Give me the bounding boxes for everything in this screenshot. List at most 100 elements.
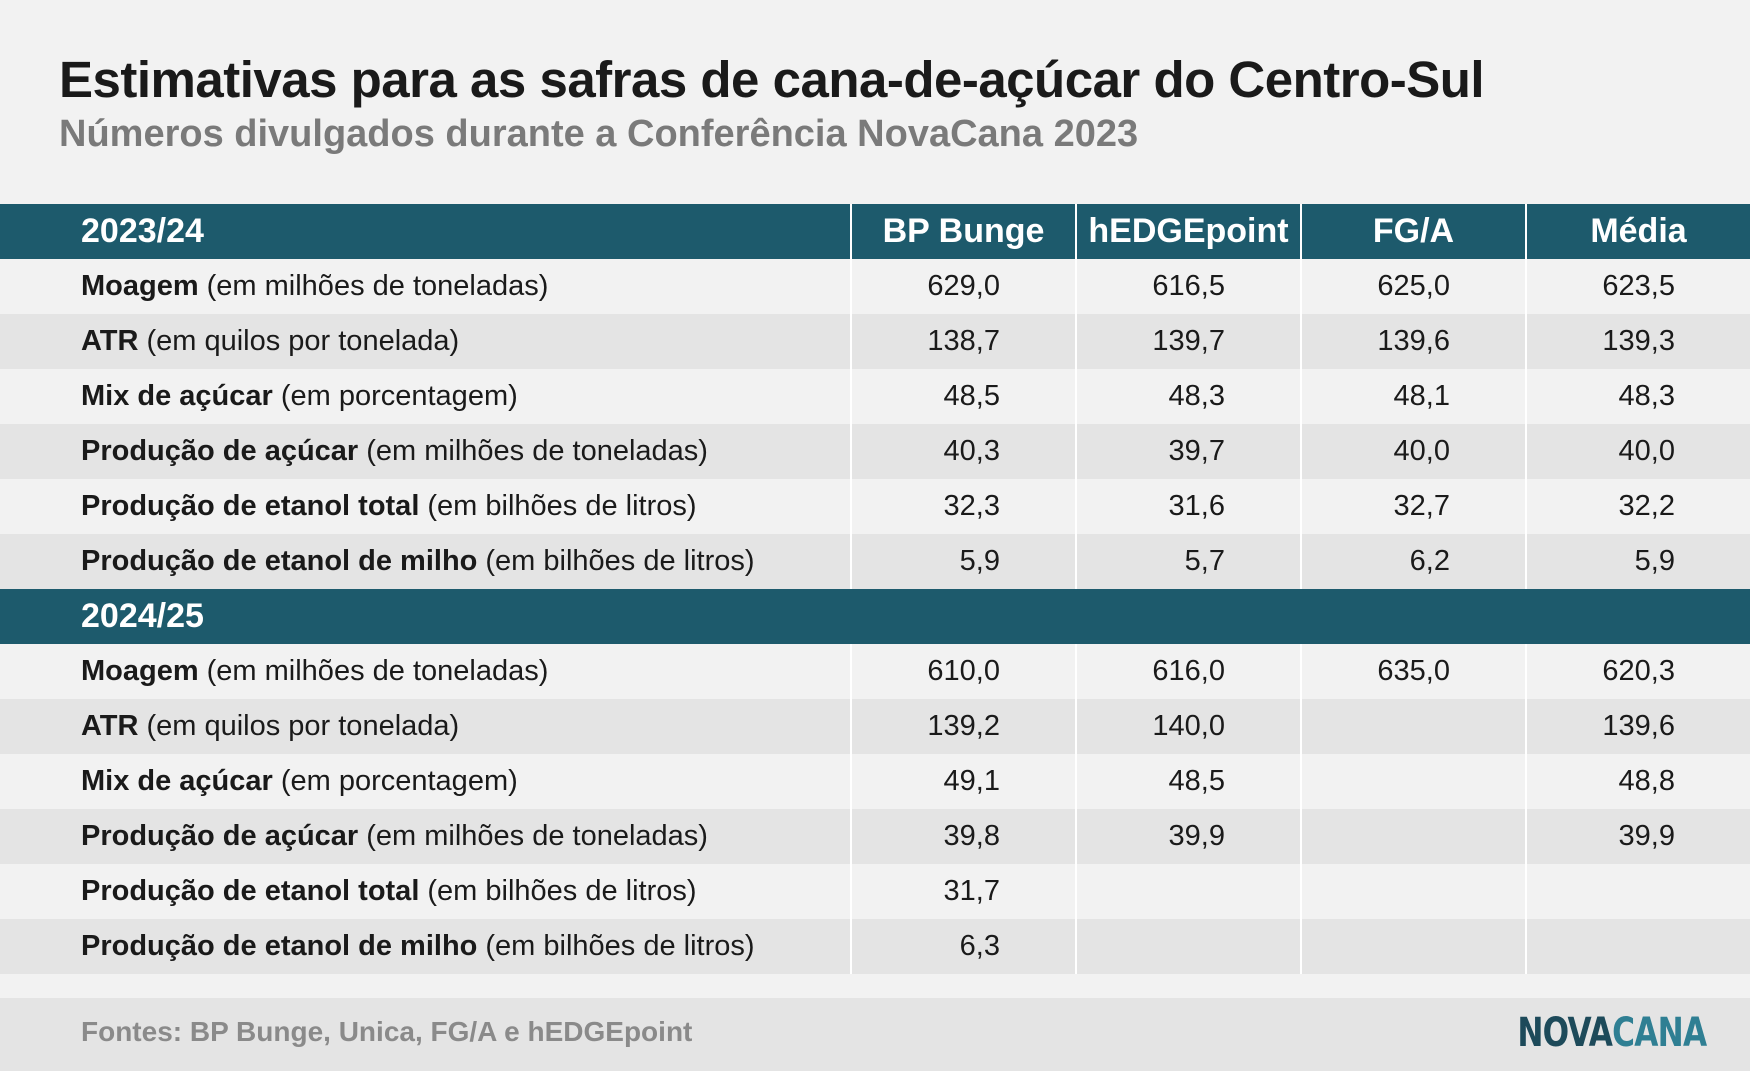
metric-name: Produção de etanol de milho <box>81 545 478 577</box>
table-row: Produção de etanol total (em bilhões de l… <box>0 479 1750 534</box>
value-cell: 39,9 <box>1525 809 1750 864</box>
value-cell: 48,5 <box>850 369 1075 424</box>
value-cell: 31,6 <box>1075 479 1300 534</box>
value-cell: 32,3 <box>850 479 1075 534</box>
table-row: Produção de etanol total (em bilhões de l… <box>0 864 1750 919</box>
value-cell: 5,9 <box>850 534 1075 589</box>
column-header <box>1300 589 1525 644</box>
section-header-row: 2023/24 BP Bunge hEDGEpoint FG/A Média <box>0 204 1750 259</box>
metric-unit: (em porcentagem) <box>280 380 518 412</box>
estimates-table: 2023/24 BP Bunge hEDGEpoint FG/A Média Moagem… <box>0 204 1750 974</box>
value-cell: 139,2 <box>850 699 1075 754</box>
metric-unit: (em porcentagem) <box>280 765 518 797</box>
season-label: 2023/24 <box>81 212 204 250</box>
table-row: Produção de açúcar (em milhões de tonelad… <box>0 424 1750 479</box>
value-cell <box>1525 864 1750 919</box>
value-cell: 139,7 <box>1075 314 1300 369</box>
metric-unit: (em quilos por tonelada) <box>146 325 460 357</box>
row-label: Produção de açúcar (em milhões de tonelad… <box>0 809 850 864</box>
metric-name: Produção de açúcar <box>81 820 359 852</box>
value-cell: 138,7 <box>850 314 1075 369</box>
value-cell: 40,3 <box>850 424 1075 479</box>
metric-unit: (em bilhões de litros) <box>427 875 697 907</box>
value-cell: 39,7 <box>1075 424 1300 479</box>
value-cell <box>1075 864 1300 919</box>
value-cell: 39,9 <box>1075 809 1300 864</box>
value-cell: 139,3 <box>1525 314 1750 369</box>
column-header <box>1525 589 1750 644</box>
table-row: Moagem (em milhões de toneladas) 629,0 616,… <box>0 259 1750 314</box>
metric-unit: (em bilhões de litros) <box>485 545 755 577</box>
metric-name: Produção de etanol total <box>81 490 420 522</box>
row-label: Produção de etanol de milho (em bilhões d… <box>0 919 850 974</box>
novacana-logo: NOVACANA <box>1516 1010 1707 1056</box>
row-label: ATR (em quilos por tonelada) <box>0 314 850 369</box>
value-cell: 625,0 <box>1300 259 1525 314</box>
value-cell: 635,0 <box>1300 644 1525 699</box>
row-label: Produção de etanol total (em bilhões de l… <box>0 479 850 534</box>
column-header <box>850 589 1075 644</box>
column-header: BP Bunge <box>850 204 1075 259</box>
value-cell: 616,0 <box>1075 644 1300 699</box>
metric-unit: (em bilhões de litros) <box>427 490 697 522</box>
row-label: Moagem (em milhões de toneladas) <box>0 644 850 699</box>
value-cell: 139,6 <box>1300 314 1525 369</box>
value-cell: 140,0 <box>1075 699 1300 754</box>
metric-name: ATR <box>81 325 139 357</box>
row-label: Produção de açúcar (em milhões de tonelad… <box>0 424 850 479</box>
table-row: Produção de açúcar (em milhões de tonelad… <box>0 809 1750 864</box>
value-cell: 49,1 <box>850 754 1075 809</box>
value-cell <box>1300 699 1525 754</box>
value-cell: 48,3 <box>1075 369 1300 424</box>
metric-name: Produção de etanol de milho <box>81 930 478 962</box>
table-row: Produção de etanol de milho (em bilhões d… <box>0 919 1750 974</box>
value-cell: 6,3 <box>850 919 1075 974</box>
metric-name: Produção de etanol total <box>81 875 420 907</box>
value-cell: 48,8 <box>1525 754 1750 809</box>
metric-unit: (em milhões de toneladas) <box>366 435 708 467</box>
source-note: Fontes: BP Bunge, Unica, FG/A e hEDGEpoi… <box>81 1016 693 1047</box>
value-cell: 629,0 <box>850 259 1075 314</box>
row-label: Mix de açúcar (em porcentagem) <box>0 754 850 809</box>
table-row: ATR (em quilos por tonelada) 138,7 139,7 139… <box>0 314 1750 369</box>
value-cell: 40,0 <box>1300 424 1525 479</box>
row-label: Produção de etanol de milho (em bilhões d… <box>0 534 850 589</box>
value-cell: 32,2 <box>1525 479 1750 534</box>
metric-name: Produção de açúcar <box>81 435 359 467</box>
metric-unit: (em milhões de toneladas) <box>366 820 708 852</box>
value-cell: 620,3 <box>1525 644 1750 699</box>
value-cell: 610,0 <box>850 644 1075 699</box>
season-label: 2024/25 <box>81 597 204 635</box>
metric-unit: (em milhões de toneladas) <box>206 655 549 687</box>
row-label: ATR (em quilos por tonelada) <box>0 699 850 754</box>
row-label: Mix de açúcar (em porcentagem) <box>0 369 850 424</box>
table-row: Moagem (em milhões de toneladas) 610,0 616,… <box>0 644 1750 699</box>
metric-name: Moagem <box>81 655 199 687</box>
value-cell <box>1300 754 1525 809</box>
column-header <box>1075 589 1300 644</box>
chart-subtitle: Números divulgados durante a Conferência… <box>59 113 1139 155</box>
value-cell: 48,1 <box>1300 369 1525 424</box>
value-cell <box>1300 809 1525 864</box>
metric-unit: (em quilos por tonelada) <box>146 710 460 742</box>
metric-unit: (em bilhões de litros) <box>485 930 755 962</box>
table-row: Mix de açúcar (em porcentagem) 49,1 48,5 48,… <box>0 754 1750 809</box>
column-header: Média <box>1525 204 1750 259</box>
value-cell: 616,5 <box>1075 259 1300 314</box>
footer: Fontes: BP Bunge, Unica, FG/A e hEDGEpoi… <box>0 998 1750 1071</box>
value-cell: 40,0 <box>1525 424 1750 479</box>
row-label: Moagem (em milhões de toneladas) <box>0 259 850 314</box>
table-row: ATR (em quilos por tonelada) 139,2 140,0 139… <box>0 699 1750 754</box>
value-cell: 48,5 <box>1075 754 1300 809</box>
value-cell: 48,3 <box>1525 369 1750 424</box>
column-header: hEDGEpoint <box>1075 204 1300 259</box>
value-cell <box>1525 919 1750 974</box>
value-cell <box>1300 919 1525 974</box>
value-cell: 31,7 <box>850 864 1075 919</box>
metric-name: Mix de açúcar <box>81 765 273 797</box>
value-cell: 39,8 <box>850 809 1075 864</box>
row-label: Produção de etanol total (em bilhões de l… <box>0 864 850 919</box>
value-cell <box>1075 919 1300 974</box>
value-cell <box>1300 864 1525 919</box>
value-cell: 623,5 <box>1525 259 1750 314</box>
